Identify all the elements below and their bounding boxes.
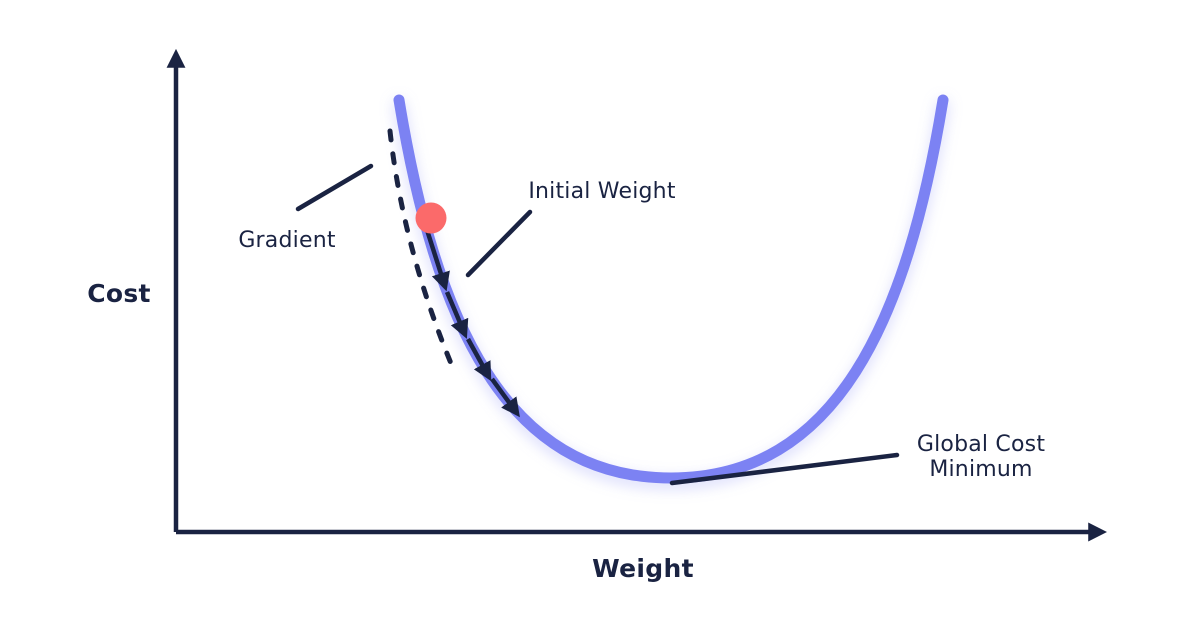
descent-arrow-3 bbox=[466, 337, 492, 382]
descent-arrows bbox=[424, 229, 520, 418]
global-minimum-label-line2: Minimum bbox=[929, 457, 1032, 482]
initial-weight-label: Initial Weight bbox=[528, 179, 675, 204]
descent-arrow-4 bbox=[490, 377, 520, 418]
gradient-pointer-line bbox=[295, 163, 374, 212]
descent-arrow-2 bbox=[444, 291, 469, 339]
initial-weight-point bbox=[415, 202, 447, 234]
cost-curve bbox=[393, 94, 949, 484]
global-minimum-pointer-line bbox=[669, 452, 900, 486]
gradient-label: Gradient bbox=[238, 228, 336, 253]
gradient-tangent-line bbox=[387, 128, 458, 376]
x-axis-label: Weight bbox=[592, 554, 694, 583]
initial-weight-pointer-line bbox=[465, 209, 533, 278]
global-minimum-label-line1: Global Cost bbox=[917, 432, 1045, 457]
global-minimum-label: Global Cost Minimum bbox=[917, 432, 1045, 482]
y-axis-label: Cost bbox=[87, 279, 151, 308]
descent-arrow-1 bbox=[424, 229, 450, 292]
